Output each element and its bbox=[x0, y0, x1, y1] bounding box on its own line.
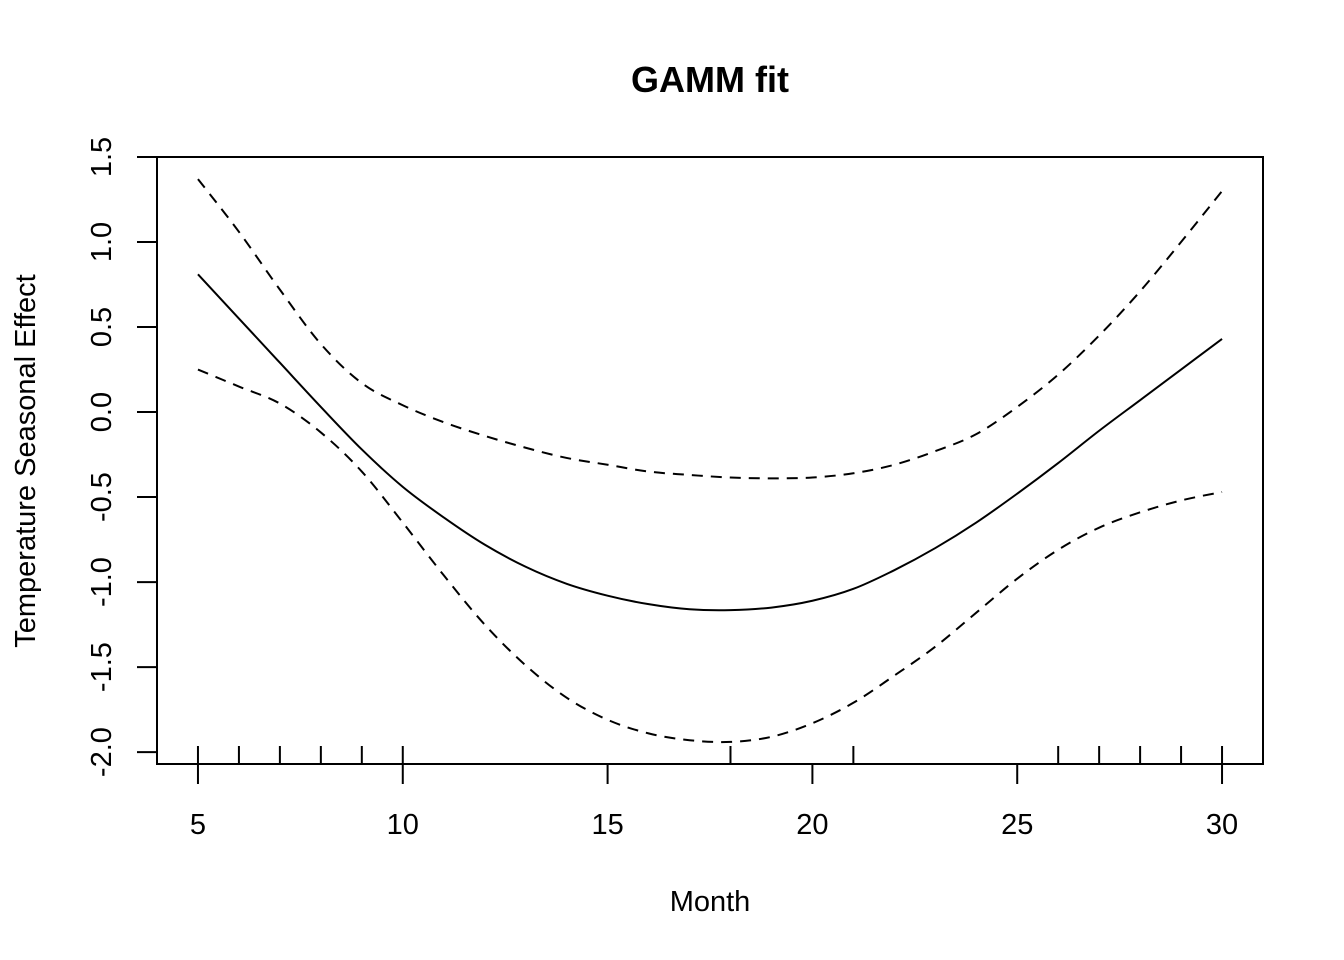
x-tick-label: 10 bbox=[387, 809, 419, 841]
series-fit-line bbox=[197, 273, 1223, 612]
x-tick-label: 20 bbox=[796, 809, 828, 841]
y-tick-label: 1.0 bbox=[86, 222, 118, 262]
y-tick-label: -1.5 bbox=[86, 642, 118, 692]
series-lower-line bbox=[197, 368, 1223, 744]
y-tick-label: 1.5 bbox=[86, 137, 118, 177]
x-tick-label: 30 bbox=[1206, 809, 1238, 841]
x-axis-label: Month bbox=[670, 886, 751, 918]
y-axis-label: Temperature Seasonal Effect bbox=[10, 274, 42, 647]
chart-title: GAMM fit bbox=[631, 59, 789, 100]
x-tick-label: 15 bbox=[591, 809, 623, 841]
y-tick-label: -1.0 bbox=[86, 557, 118, 607]
x-axis: 5 10 15 20 25 30 bbox=[190, 764, 1238, 841]
rug-marks bbox=[196, 746, 1224, 764]
x-tick-label: 25 bbox=[1001, 809, 1033, 841]
y-tick-label: -2.0 bbox=[86, 727, 118, 777]
y-tick-label: 0.0 bbox=[86, 392, 118, 432]
x-tick-label: 5 bbox=[190, 809, 206, 841]
series-lines bbox=[197, 178, 1223, 744]
y-tick-label: 0.5 bbox=[86, 307, 118, 347]
series-upper-line bbox=[197, 178, 1223, 480]
y-axis: -2.0 -1.5 -1.0 -0.5 0.0 0.5 1.0 1.5 bbox=[86, 137, 157, 777]
plot-frame bbox=[156, 156, 1264, 765]
y-tick-label: -0.5 bbox=[86, 472, 118, 522]
